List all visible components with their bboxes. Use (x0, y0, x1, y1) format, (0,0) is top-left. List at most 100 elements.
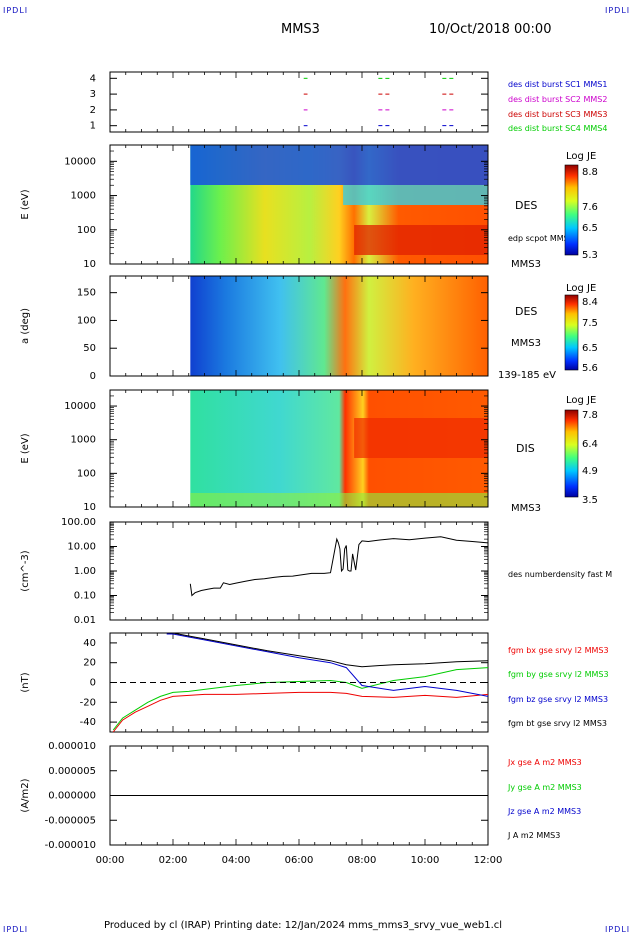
x-tick-label: 08:00 (348, 855, 377, 866)
legend-burst-sc2: des dist burst SC2 MMS2 (508, 95, 608, 104)
y-tick-label: -20 (80, 697, 96, 708)
y-tick-label: -0.000005 (45, 815, 96, 826)
pitch-energy-range: 139-185 eV (498, 370, 556, 381)
y-axis-label: (cm^-3) (20, 550, 31, 591)
x-tick-label: 06:00 (285, 855, 314, 866)
panel-frame-5 (109, 521, 489, 621)
y-axis-label: E (eV) (20, 433, 31, 463)
y-tick-label: 0.000000 (48, 791, 96, 802)
date-title: 10/Oct/2018 00:00 (429, 22, 552, 37)
colorbar3-tick-2: 4.9 (582, 466, 598, 477)
y-tick-label: 1 (90, 121, 96, 132)
legend-bt: fgm bt gse srvy l2 MMS3 (508, 719, 607, 728)
y-axis-label: E (eV) (20, 189, 31, 219)
y-axis-label: (A/m2) (20, 778, 31, 812)
dis-energy-sc-label: MMS3 (511, 503, 541, 514)
y-tick-label: 4 (90, 73, 96, 84)
y-tick-label: 50 (83, 343, 96, 354)
legend-bx: fgm bx gse srvy l2 MMS3 (508, 646, 609, 655)
des-pitch-label: DES (515, 305, 538, 318)
y-tick-label: 40 (83, 638, 96, 649)
legend-jy: Jy gse A m2 MMS3 (508, 783, 582, 792)
des-pitch-sc-label: MMS3 (511, 338, 541, 349)
y-tick-label: 100 (77, 225, 96, 236)
x-tick-label: 02:00 (159, 855, 188, 866)
y-tick-label: -0.000010 (45, 840, 96, 851)
colorbar1-tick-1: 7.6 (582, 202, 598, 213)
legend-by: fgm by gse srvy l2 MMS3 (508, 670, 609, 679)
y-tick-label: 2 (90, 105, 96, 116)
colorbar2-tick-3: 5.6 (582, 363, 598, 374)
y-tick-label: 3 (90, 89, 96, 100)
legend-j: J A m2 MMS3 (508, 831, 561, 840)
colorbar1-tick-3: 5.3 (582, 250, 598, 261)
colorbar2-tick-2: 6.5 (582, 343, 598, 354)
y-tick-label: 0.000010 (48, 741, 96, 752)
y-tick-label: 0 (90, 678, 96, 689)
y-tick-label: 10 (83, 502, 96, 513)
legend-burst-sc1: des dist burst SC1 MMS1 (508, 80, 608, 89)
x-tick-label: 10:00 (411, 855, 440, 866)
spacecraft-title: MMS3 (281, 22, 320, 37)
des-energy-mid-band (343, 185, 488, 205)
dis-energy-hot-band (354, 418, 488, 458)
corner-label-top-right: IPDLI (605, 6, 630, 15)
legend-density: des numberdensity fast M (508, 570, 613, 579)
colorbar2-tick-1: 7.5 (582, 318, 598, 329)
series-line-3 (166, 633, 489, 697)
legend-burst-sc4: des dist burst SC4 MMS4 (508, 124, 608, 133)
colorbar2-title: Log JE (566, 283, 597, 294)
y-tick-label: 1000 (71, 191, 96, 202)
panel-frame-1 (109, 71, 489, 133)
colorbar-2 (564, 294, 579, 371)
y-tick-label: 10000 (64, 401, 96, 412)
des-energy-high-band (190, 145, 488, 185)
y-tick-label: 0.000005 (48, 766, 96, 777)
y-tick-label: 20 (83, 658, 96, 669)
colorbar1-tick-2: 6.5 (582, 223, 598, 234)
y-tick-label: 10000 (64, 156, 96, 167)
colorbar-1 (564, 164, 579, 256)
x-tick-label: 04:00 (222, 855, 251, 866)
y-tick-label: 0.10 (74, 591, 96, 602)
scpot-label: edp scpot MMS3 (508, 234, 574, 243)
series-line-2 (112, 667, 489, 731)
corner-label-bottom-left: IPDLI (3, 925, 29, 934)
des-pitch-spectrogram (190, 276, 488, 376)
des-energy-sc-label: MMS3 (511, 259, 541, 270)
legend-jz: Jz gse A m2 MMS3 (508, 807, 582, 816)
x-tick-label: 12:00 (474, 855, 503, 866)
x-tick-label: 00:00 (96, 855, 125, 866)
colorbar3-tick-3: 3.5 (582, 495, 598, 506)
legend-burst-sc3: des dist burst SC3 MMS3 (508, 110, 608, 119)
colorbar-3 (564, 409, 579, 498)
des-energy-hot-band (354, 225, 488, 255)
footer-text: Produced by cl (IRAP) Printing date: 12/… (104, 920, 503, 931)
y-tick-label: 100.00 (61, 517, 96, 528)
colorbar1-title: Log JE (566, 151, 597, 162)
y-axis-label: a (deg) (20, 308, 31, 344)
corner-label-top-left: IPDLI (3, 6, 29, 15)
dis-energy-low-band (190, 493, 488, 507)
y-axis-label: (nT) (20, 672, 31, 692)
legend-bz: fgm bz gse srvy l2 MMS3 (508, 695, 609, 704)
colorbar3-tick-0: 7.8 (582, 410, 598, 421)
des-energy-label: DES (515, 199, 538, 212)
y-tick-label: 1.00 (74, 566, 96, 577)
y-tick-label: 100 (77, 315, 96, 326)
y-tick-label: 1000 (71, 435, 96, 446)
legend-jx: Jx gse A m2 MMS3 (508, 758, 582, 767)
y-tick-label: 0 (90, 371, 96, 382)
y-tick-label: 150 (77, 288, 96, 299)
y-tick-label: 10 (83, 259, 96, 270)
y-tick-label: 10.00 (67, 542, 96, 553)
series-line-4 (166, 632, 489, 668)
colorbar2-tick-0: 8.4 (582, 297, 598, 308)
y-tick-label: 0.01 (74, 615, 96, 626)
y-tick-label: 100 (77, 468, 96, 479)
dis-energy-label: DIS (516, 442, 535, 455)
colorbar3-title: Log JE (566, 395, 597, 406)
series-line-1 (112, 691, 489, 733)
y-tick-label: -40 (80, 717, 96, 728)
